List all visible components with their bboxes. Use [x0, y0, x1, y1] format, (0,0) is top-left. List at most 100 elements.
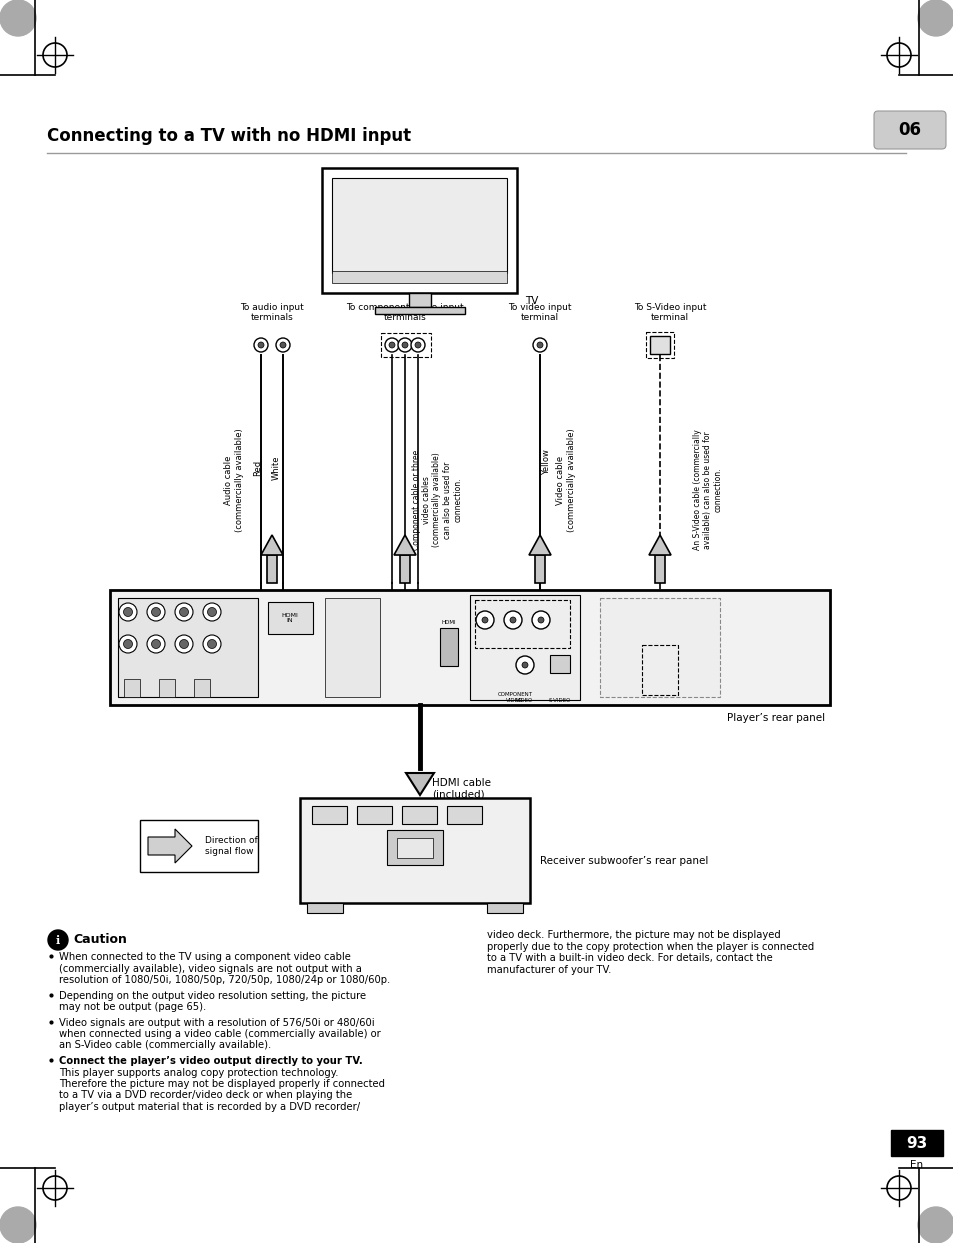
- Circle shape: [152, 639, 160, 649]
- Bar: [387, 830, 442, 865]
- Circle shape: [411, 338, 424, 352]
- Text: may not be output (page 65).: may not be output (page 65).: [59, 1002, 206, 1012]
- Bar: [307, 902, 343, 914]
- Polygon shape: [648, 534, 670, 556]
- Circle shape: [385, 338, 398, 352]
- Bar: [655, 556, 664, 583]
- Circle shape: [0, 0, 36, 36]
- Bar: [396, 838, 433, 858]
- Text: Red: Red: [253, 460, 262, 476]
- Bar: [356, 805, 392, 824]
- Circle shape: [481, 617, 488, 623]
- Circle shape: [179, 639, 189, 649]
- Text: Component cable or three
video cables
(commercially available)
can also be used : Component cable or three video cables (c…: [412, 450, 462, 551]
- Circle shape: [0, 1207, 36, 1243]
- Text: resolution of 1080/50i, 1080/50p, 720/50p, 1080/24p or 1080/60p.: resolution of 1080/50i, 1080/50p, 720/50…: [59, 975, 390, 984]
- Text: When connected to the TV using a component video cable: When connected to the TV using a compone…: [59, 952, 351, 962]
- Text: Player’s rear panel: Player’s rear panel: [726, 713, 824, 723]
- Text: Video signals are output with a resolution of 576/50i or 480/60i: Video signals are output with a resoluti…: [59, 1018, 375, 1028]
- Circle shape: [203, 603, 221, 622]
- Circle shape: [510, 617, 516, 623]
- Bar: [193, 679, 210, 697]
- Text: Direction of
signal flow: Direction of signal flow: [205, 837, 257, 855]
- Bar: [159, 679, 174, 697]
- Circle shape: [503, 612, 521, 629]
- Bar: [268, 602, 313, 634]
- Text: HDMI cable
(included): HDMI cable (included): [432, 778, 491, 799]
- Text: To S-Video input
terminal: To S-Video input terminal: [633, 303, 705, 322]
- Bar: [645, 332, 673, 358]
- Text: player’s output material that is recorded by a DVD recorder/: player’s output material that is recorde…: [59, 1103, 359, 1112]
- Circle shape: [537, 342, 542, 348]
- Circle shape: [147, 603, 165, 622]
- Bar: [470, 595, 579, 700]
- Polygon shape: [261, 534, 283, 556]
- Circle shape: [280, 342, 286, 348]
- Text: i: i: [56, 935, 60, 946]
- Circle shape: [179, 608, 189, 617]
- Bar: [535, 556, 544, 583]
- Circle shape: [275, 338, 290, 352]
- Bar: [299, 798, 530, 902]
- Circle shape: [253, 338, 268, 352]
- Text: TV: TV: [525, 296, 538, 306]
- Bar: [475, 600, 569, 648]
- Bar: [649, 336, 669, 354]
- Bar: [890, 1130, 942, 1156]
- Bar: [312, 805, 347, 824]
- Circle shape: [537, 617, 543, 623]
- Text: S-VIDEO: S-VIDEO: [548, 699, 571, 704]
- Text: video deck. Furthermore, the picture may not be displayed: video deck. Furthermore, the picture may…: [486, 930, 780, 940]
- Circle shape: [415, 342, 420, 348]
- Text: 93: 93: [905, 1136, 926, 1151]
- Bar: [325, 598, 379, 697]
- Text: HDMI
IN: HDMI IN: [281, 613, 298, 624]
- Bar: [409, 293, 431, 307]
- Circle shape: [401, 342, 408, 348]
- Bar: [380, 333, 431, 357]
- Bar: [333, 178, 507, 273]
- Bar: [439, 628, 457, 666]
- Circle shape: [203, 635, 221, 653]
- Circle shape: [257, 342, 264, 348]
- Bar: [486, 902, 522, 914]
- Circle shape: [208, 608, 216, 617]
- Circle shape: [533, 338, 546, 352]
- Text: Audio cable
(commercially available): Audio cable (commercially available): [224, 428, 243, 532]
- Text: To audio input
terminals: To audio input terminals: [240, 303, 304, 322]
- Text: Therefore the picture may not be displayed properly if connected: Therefore the picture may not be display…: [59, 1079, 385, 1089]
- Circle shape: [389, 342, 395, 348]
- Text: White: White: [272, 456, 280, 480]
- Polygon shape: [406, 773, 434, 796]
- Text: to a TV via a DVD recorder/video deck or when playing the: to a TV via a DVD recorder/video deck or…: [59, 1090, 352, 1100]
- Text: Connecting to a TV with no HDMI input: Connecting to a TV with no HDMI input: [47, 127, 411, 145]
- Circle shape: [174, 603, 193, 622]
- Text: Caution: Caution: [73, 933, 127, 946]
- Circle shape: [476, 612, 494, 629]
- Circle shape: [174, 635, 193, 653]
- Text: COMPONENT
VIDEO: COMPONENT VIDEO: [497, 692, 532, 704]
- Text: manufacturer of your TV.: manufacturer of your TV.: [486, 965, 611, 975]
- Text: To video input
terminal: To video input terminal: [508, 303, 571, 322]
- Text: properly due to the copy protection when the player is connected: properly due to the copy protection when…: [486, 941, 814, 951]
- Bar: [375, 307, 464, 314]
- Circle shape: [123, 608, 132, 617]
- Bar: [124, 679, 140, 697]
- Polygon shape: [148, 829, 192, 863]
- Text: An S-Video cable (commercially
available) can also be used for
connection.: An S-Video cable (commercially available…: [693, 430, 722, 551]
- Text: Receiver subwoofer’s rear panel: Receiver subwoofer’s rear panel: [539, 856, 708, 866]
- Text: This player supports analog copy protection technology.: This player supports analog copy protect…: [59, 1068, 338, 1078]
- Circle shape: [532, 612, 550, 629]
- Bar: [322, 168, 517, 293]
- Circle shape: [147, 635, 165, 653]
- Text: VIDEO: VIDEO: [516, 699, 533, 704]
- Circle shape: [521, 663, 527, 667]
- Bar: [401, 805, 436, 824]
- Text: when connected using a video cable (commercially available) or: when connected using a video cable (comm…: [59, 1029, 380, 1039]
- Text: an S-Video cable (commercially available).: an S-Video cable (commercially available…: [59, 1040, 271, 1050]
- Text: (commercially available), video signals are not output with a: (commercially available), video signals …: [59, 963, 361, 973]
- Circle shape: [917, 0, 953, 36]
- Text: 06: 06: [898, 121, 921, 139]
- Circle shape: [119, 603, 137, 622]
- Circle shape: [123, 639, 132, 649]
